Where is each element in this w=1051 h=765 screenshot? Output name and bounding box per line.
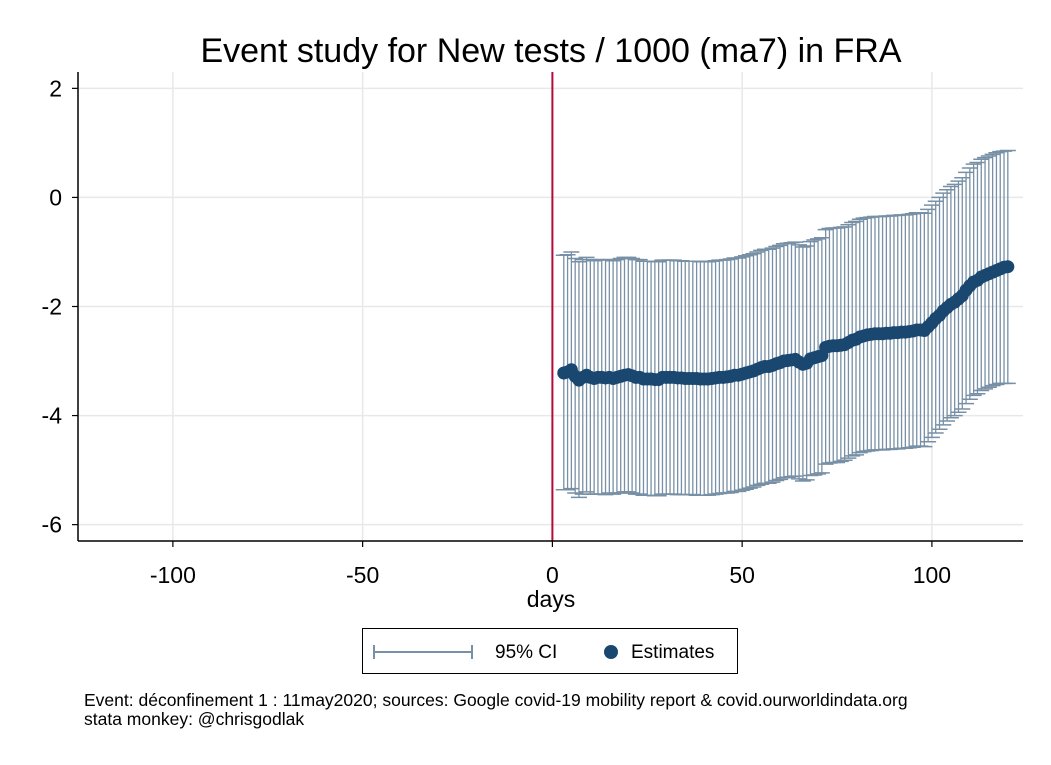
legend: 95% CI Estimates bbox=[362, 628, 738, 674]
chart-title: Event study for New tests / 1000 (ma7) i… bbox=[200, 32, 901, 70]
x-axis-label: days bbox=[527, 586, 576, 612]
x-tick-label: -100 bbox=[150, 562, 196, 588]
axes bbox=[72, 72, 1023, 547]
estimates-legend-icon bbox=[604, 645, 618, 659]
ci-bars bbox=[555, 149, 1016, 499]
y-tick-label: -4 bbox=[42, 403, 63, 429]
credit-note: stata monkey: @chrisgodlak bbox=[84, 709, 305, 729]
x-tick-label: 50 bbox=[729, 562, 755, 588]
x-tick-label: 0 bbox=[546, 562, 559, 588]
ci-legend-icon bbox=[373, 651, 473, 653]
y-tick-label: -2 bbox=[42, 294, 62, 320]
estimate-points bbox=[557, 260, 1015, 387]
x-tick-label: -50 bbox=[346, 562, 379, 588]
legend-label-ci: 95% CI bbox=[495, 642, 558, 663]
grid-lines bbox=[78, 72, 1023, 541]
estimate-point bbox=[1001, 260, 1015, 274]
tick-labels: 2 0 -2 -4 -6 -100 -50 0 50 100 bbox=[42, 75, 952, 588]
source-note: Event: déconfinement 1 : 11may2020; sour… bbox=[84, 690, 908, 710]
y-tick-label: -6 bbox=[42, 512, 62, 538]
ci-legend-cap-left bbox=[373, 645, 375, 659]
x-tick-label: 100 bbox=[913, 562, 951, 588]
legend-label-estimates: Estimates bbox=[631, 642, 715, 663]
y-tick-label: 0 bbox=[49, 184, 62, 210]
ci-legend-cap-right bbox=[471, 645, 473, 659]
y-tick-label: 2 bbox=[49, 75, 62, 101]
